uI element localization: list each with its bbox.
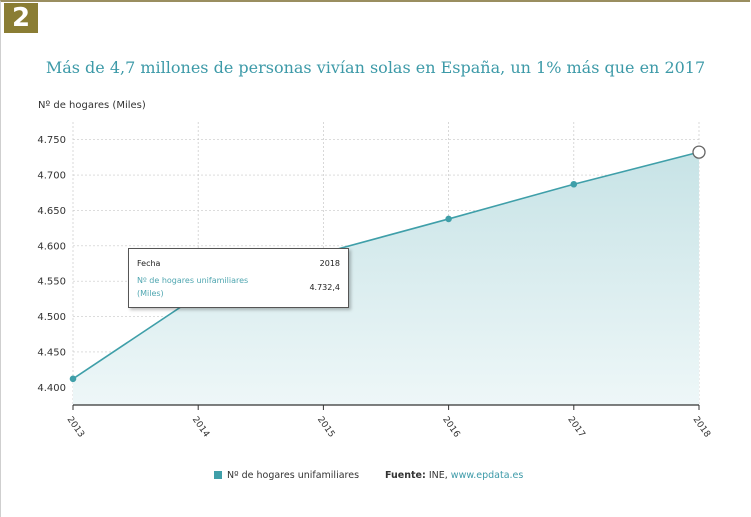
series-line [72, 151, 700, 380]
y-tick-label: 4.500 [37, 312, 66, 323]
x-tick-label: 2015 [315, 415, 336, 439]
source-text: INE, [425, 470, 451, 481]
y-tick-label: 4.750 [37, 135, 66, 146]
legend-swatch [214, 471, 222, 479]
tooltip-value: 4.732,4 [309, 283, 340, 292]
tooltip-date-value: 2018 [319, 259, 340, 268]
figure-number-badge: 2 [4, 3, 38, 33]
x-tick-label: 2014 [190, 415, 211, 440]
y-axis-label: Nº de hogares (Miles) [38, 100, 146, 111]
y-tick-label: 4.400 [37, 383, 66, 394]
legend-series-label: Nº de hogares unifamiliares [227, 470, 360, 481]
x-tick-label: 2016 [440, 415, 461, 440]
x-tick-label: 2017 [565, 415, 586, 439]
y-tick-label: 4.650 [37, 206, 66, 217]
y-tick-label: 4.550 [37, 277, 66, 288]
y-tick-label: 4.600 [37, 241, 66, 252]
chart-legend: Nº de hogares unifamiliares Fuente: INE, … [214, 470, 523, 481]
highlighted-data-point [692, 145, 706, 159]
source-note: Fuente: INE, www.epdata.es [385, 470, 523, 481]
y-tick-label: 4.700 [37, 171, 66, 182]
tooltip-date-label: Fecha [137, 259, 161, 268]
series-area [73, 152, 699, 405]
data-point [570, 180, 578, 188]
chart-title: Más de 4,7 millones de personas vivían s… [45, 58, 706, 77]
tooltip-series-label: Nº de hogares unifamiliares (Miles) [137, 276, 249, 298]
data-point [69, 375, 77, 383]
data-tooltip: Fecha 2018 Nº de hogares unifamiliares (… [128, 248, 349, 308]
data-point [445, 215, 452, 223]
x-tick-label: 2013 [65, 415, 86, 439]
x-tick-label: 2018 [691, 415, 712, 440]
y-tick-label: 4.450 [37, 347, 66, 358]
source-label: Fuente: [385, 470, 426, 481]
source-link[interactable]: www.epdata.es [450, 470, 524, 481]
